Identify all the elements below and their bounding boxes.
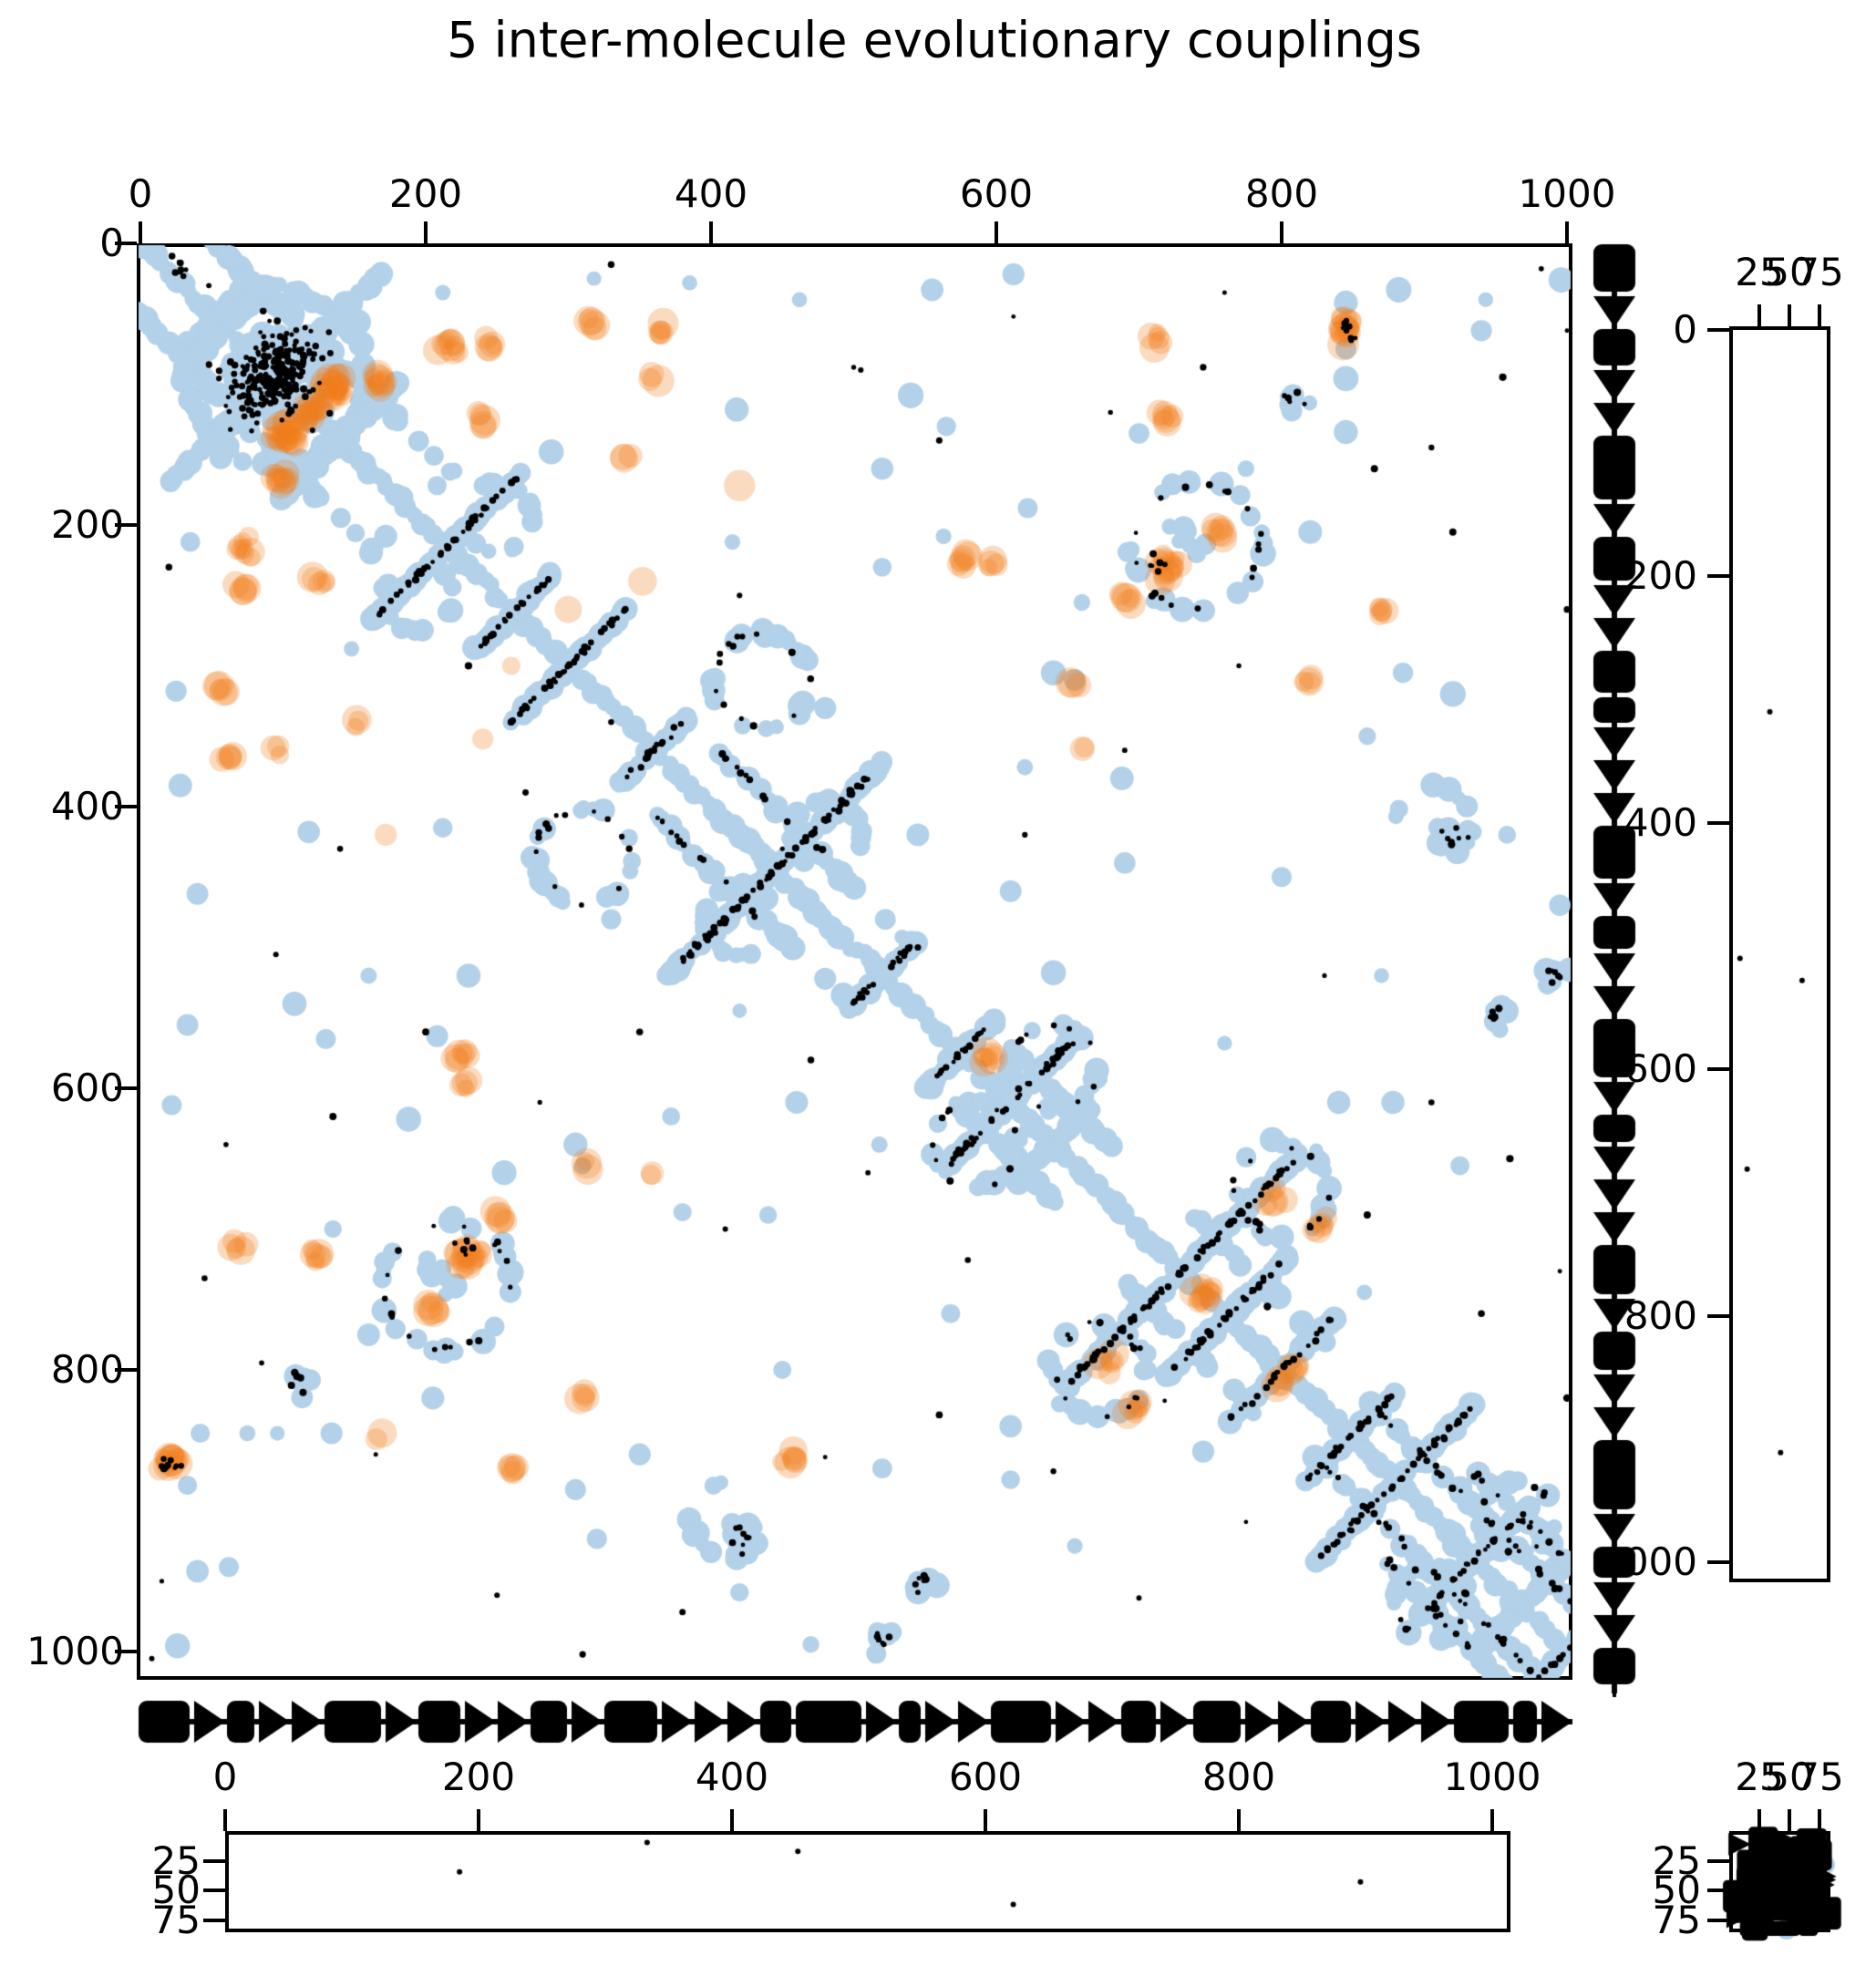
tick-mark xyxy=(1280,221,1283,243)
tick-label: 200 xyxy=(388,171,463,216)
tick-mark xyxy=(1707,820,1729,825)
tick-label: 0 xyxy=(99,221,124,265)
tick-mark xyxy=(424,221,428,243)
tick-label: 200 xyxy=(1623,553,1697,599)
tick-mark xyxy=(984,1809,987,1831)
tick-mark xyxy=(1237,1809,1241,1831)
tick-label: 0 xyxy=(128,171,153,216)
tick-mark xyxy=(1707,1918,1729,1922)
tick-mark xyxy=(223,1809,227,1831)
tick-label: 1000 xyxy=(1518,171,1616,216)
bottom-marginal-panel xyxy=(225,1831,1510,1932)
tick-label: 800 xyxy=(1201,1755,1276,1799)
tick-mark xyxy=(203,1889,225,1892)
tick-label: 400 xyxy=(50,784,124,828)
tick-label: 1000 xyxy=(1600,1539,1697,1584)
tick-mark xyxy=(139,221,142,243)
tick-mark xyxy=(1707,1858,1729,1863)
main-plot-panel xyxy=(137,243,1572,1680)
tick-mark xyxy=(1707,1560,1729,1564)
tick-label: 600 xyxy=(1623,1046,1697,1092)
tick-label: 800 xyxy=(1623,1292,1697,1338)
tick-mark xyxy=(1818,304,1821,326)
tick-label: 75 xyxy=(1652,1897,1701,1942)
tick-mark xyxy=(1707,328,1729,332)
tick-label: 75 xyxy=(1795,1755,1844,1799)
gene-annotation-track-horizontal xyxy=(137,1701,1572,1743)
tick-label: 800 xyxy=(50,1347,124,1392)
tick-mark xyxy=(203,1918,225,1922)
tick-label: 0 xyxy=(212,1755,238,1799)
tick-label: 1000 xyxy=(26,1629,124,1673)
tick-label: 600 xyxy=(50,1065,124,1110)
tick-label: 75 xyxy=(1795,250,1844,294)
tick-label: 0 xyxy=(1673,307,1697,352)
tick-mark xyxy=(730,1809,734,1831)
page-title: 5 inter-molecule evolutionary couplings xyxy=(447,11,1422,69)
tick-mark xyxy=(1707,574,1729,579)
tick-mark xyxy=(1757,1809,1761,1831)
tick-label: 200 xyxy=(441,1755,516,1799)
right-marginal-panel xyxy=(1729,326,1830,1582)
tick-mark xyxy=(203,1858,225,1863)
tick-mark xyxy=(1707,1889,1729,1892)
tick-label: 800 xyxy=(1244,171,1319,216)
tick-mark xyxy=(1757,304,1761,326)
gene-annotation-track-vertical xyxy=(1593,244,1635,1684)
tick-label: 400 xyxy=(674,171,748,216)
tick-mark xyxy=(1565,221,1569,243)
tick-label: 75 xyxy=(151,1897,201,1942)
tick-mark xyxy=(477,1809,480,1831)
tick-mark xyxy=(1707,1067,1729,1072)
tick-label: 400 xyxy=(695,1755,769,1799)
tick-mark xyxy=(1788,1809,1791,1831)
tick-label: 600 xyxy=(948,1755,1023,1799)
tick-label: 200 xyxy=(50,502,124,547)
tick-label: 1000 xyxy=(1443,1755,1541,1799)
tick-mark xyxy=(709,221,713,243)
corner-marginal-panel xyxy=(1729,1831,1830,1932)
tick-mark xyxy=(1788,304,1791,326)
tick-mark xyxy=(1818,1809,1821,1831)
tick-label: 600 xyxy=(959,171,1034,216)
tick-mark xyxy=(995,221,998,243)
tick-label: 400 xyxy=(1623,799,1697,845)
tick-mark xyxy=(1707,1313,1729,1318)
tick-mark xyxy=(1490,1809,1494,1831)
